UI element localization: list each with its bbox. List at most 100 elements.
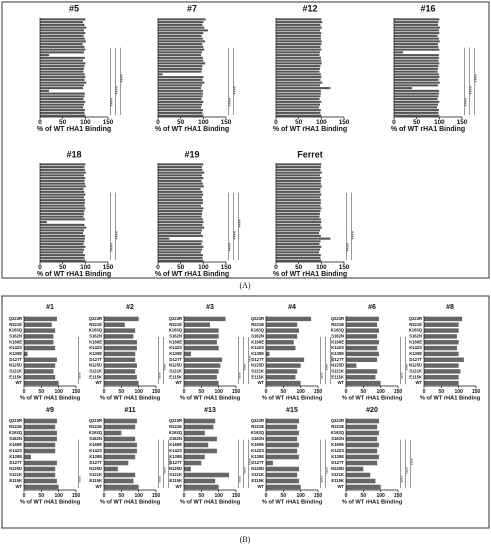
bar	[276, 37, 321, 40]
bar	[276, 114, 322, 117]
category-label: K163Q	[9, 328, 23, 333]
bar	[24, 334, 54, 339]
significance: ****	[110, 242, 116, 251]
bar	[40, 48, 86, 51]
bar	[394, 84, 438, 87]
bar	[40, 59, 84, 62]
bar	[40, 54, 50, 57]
bar	[184, 328, 219, 333]
bar	[266, 328, 299, 333]
significance: ****	[78, 372, 83, 379]
bar	[158, 196, 202, 199]
bar	[104, 328, 136, 333]
category-label: K163Q	[251, 430, 265, 435]
bar	[346, 478, 376, 484]
bar	[184, 351, 191, 357]
bar	[184, 478, 216, 484]
bar	[394, 59, 439, 62]
bar	[104, 460, 129, 466]
category-label: S121K	[9, 369, 22, 374]
category-label: S162N	[251, 334, 264, 339]
bar	[276, 59, 322, 62]
bar	[184, 460, 202, 466]
bar	[158, 48, 205, 51]
category-label: N125D	[251, 363, 264, 368]
category-label: WT	[15, 484, 22, 489]
bar	[40, 229, 84, 232]
bar	[40, 29, 84, 32]
category-label: Q223R	[251, 418, 264, 423]
x-tick-label: 0	[103, 389, 106, 395]
bar	[276, 229, 320, 232]
bar	[158, 40, 206, 43]
category-label: WT	[257, 380, 264, 385]
bar	[276, 45, 321, 48]
bar	[158, 226, 205, 229]
bar	[276, 65, 321, 68]
bar	[24, 448, 56, 454]
category-label: WT	[15, 380, 22, 385]
x-tick-label: 50	[281, 493, 287, 499]
category-label: E115K	[331, 374, 344, 379]
chart-title: #2	[126, 304, 134, 311]
bar	[266, 334, 298, 339]
category-label: Q223R	[89, 316, 102, 321]
category-label: S162N	[251, 436, 264, 441]
bar	[346, 316, 379, 322]
bar	[346, 448, 378, 454]
bar	[276, 168, 321, 171]
category-label: K163Q	[331, 430, 345, 435]
significance: ****	[115, 85, 121, 94]
bar	[158, 62, 206, 65]
bar	[276, 240, 321, 243]
category-label: S121K	[89, 472, 102, 477]
bar	[346, 369, 378, 374]
bar	[276, 212, 320, 215]
bar	[394, 18, 440, 21]
category-label: K130E	[251, 351, 264, 356]
bar	[394, 23, 438, 26]
category-label: R221E	[89, 424, 102, 429]
x-tick-label: 0	[183, 389, 186, 395]
bar	[266, 460, 273, 466]
bar	[158, 243, 202, 246]
bar	[394, 73, 439, 76]
bar	[40, 18, 86, 21]
x-tick-label: 150	[314, 389, 323, 395]
bar	[346, 322, 378, 327]
bar	[40, 70, 84, 73]
bar	[158, 223, 203, 226]
category-label: K142S	[251, 345, 264, 350]
category-label: S121K	[89, 369, 102, 374]
bar	[40, 174, 84, 177]
category-label: Q223R	[409, 316, 422, 321]
bar	[276, 111, 321, 114]
category-label: E115K	[9, 374, 22, 379]
category-label: K163Q	[409, 328, 423, 333]
chart-title: #4	[288, 304, 296, 311]
x-axis-label: % of WT rHA1 Binding	[180, 396, 241, 402]
bar	[40, 106, 84, 109]
category-label: E115K	[251, 374, 264, 379]
category-label: K160E	[9, 339, 22, 344]
bar	[184, 418, 216, 424]
bar	[158, 26, 205, 29]
bar	[394, 26, 440, 29]
bar	[266, 424, 298, 430]
bar	[184, 454, 205, 460]
bar	[40, 204, 85, 207]
bar	[276, 81, 323, 84]
bar	[276, 34, 321, 37]
category-label: K160E	[331, 339, 344, 344]
category-label: N125D	[89, 466, 102, 471]
bar	[40, 171, 86, 174]
significance: ****	[163, 363, 168, 370]
category-label: K160E	[9, 442, 22, 447]
bar	[40, 259, 86, 262]
bar	[276, 92, 321, 95]
bar	[40, 179, 85, 182]
category-label: K163Q	[169, 430, 183, 435]
bar	[40, 182, 85, 185]
x-tick-label: 50	[177, 264, 185, 271]
bar	[276, 218, 321, 221]
